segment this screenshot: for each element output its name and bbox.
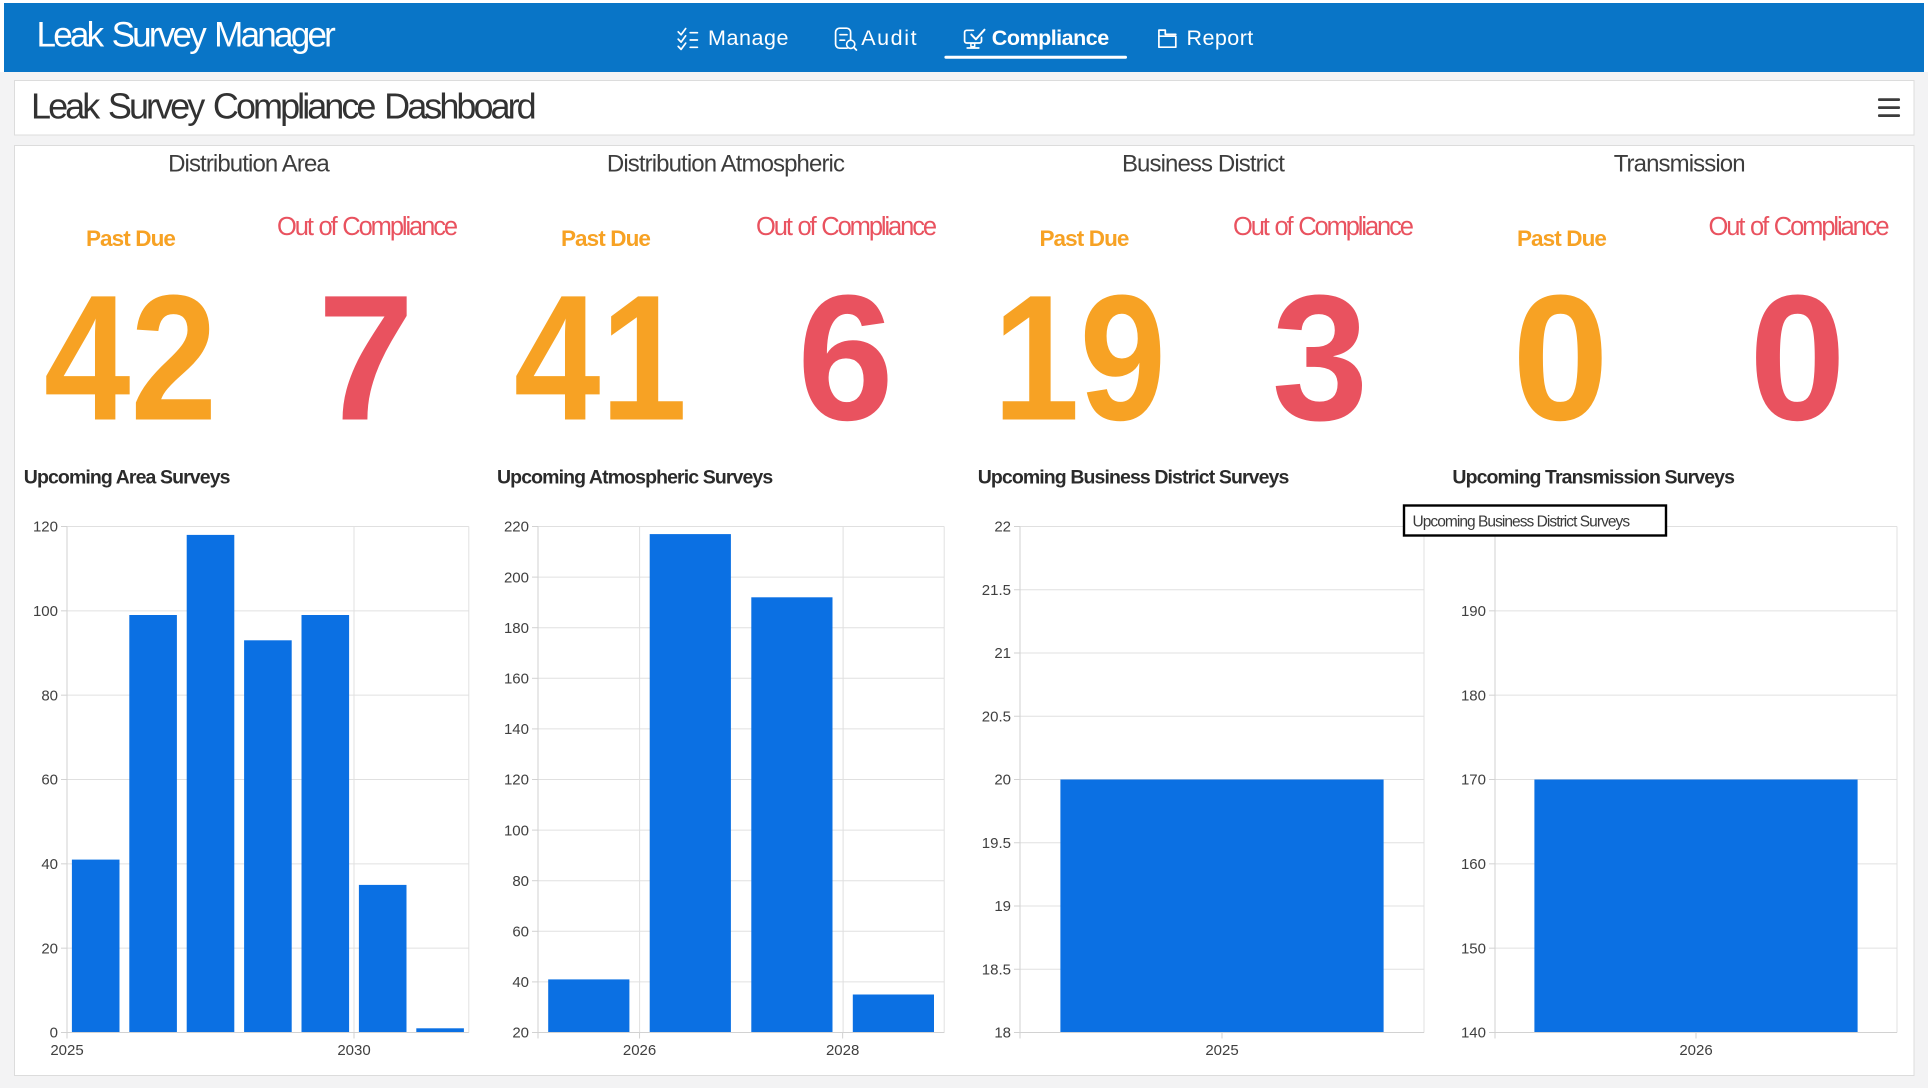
svg-text:Distribution Atmospheric: Distribution Atmospheric: [607, 151, 845, 178]
svg-text:180: 180: [1461, 687, 1486, 704]
svg-text:80: 80: [512, 873, 529, 890]
svg-text:2026: 2026: [623, 1042, 656, 1059]
svg-text:140: 140: [504, 721, 529, 738]
svg-text:18.5: 18.5: [982, 961, 1011, 978]
svg-text:7: 7: [318, 258, 415, 458]
svg-text:60: 60: [512, 924, 529, 941]
svg-text:180: 180: [504, 620, 529, 637]
svg-text:200: 200: [504, 569, 529, 586]
svg-text:160: 160: [1461, 856, 1486, 873]
svg-text:60: 60: [41, 772, 58, 789]
svg-text:20: 20: [41, 940, 58, 957]
svg-text:21.5: 21.5: [982, 582, 1011, 599]
svg-text:19: 19: [993, 257, 1166, 458]
svg-text:3: 3: [1272, 258, 1369, 458]
svg-text:Out of Compliance: Out of Compliance: [1233, 213, 1414, 241]
svg-text:120: 120: [33, 519, 58, 536]
svg-text:2030: 2030: [337, 1042, 370, 1059]
svg-text:0: 0: [50, 1025, 58, 1042]
svg-text:Upcoming Transmission Surveys: Upcoming Transmission Surveys: [1452, 467, 1735, 489]
svg-text:20.5: 20.5: [982, 708, 1011, 725]
svg-text:Business District: Business District: [1122, 151, 1285, 178]
svg-text:2026: 2026: [1679, 1042, 1712, 1059]
svg-text:Compliance: Compliance: [992, 26, 1109, 50]
svg-text:40: 40: [512, 974, 529, 991]
svg-text:20: 20: [512, 1025, 529, 1042]
svg-text:80: 80: [41, 687, 58, 704]
svg-text:Out of Compliance: Out of Compliance: [1709, 213, 1890, 241]
svg-text:Upcoming Business District Sur: Upcoming Business District Surveys: [978, 467, 1290, 489]
svg-text:160: 160: [504, 671, 529, 688]
svg-text:19: 19: [994, 898, 1011, 915]
svg-text:Leak Survey Manager: Leak Survey Manager: [37, 15, 337, 54]
svg-text:0: 0: [1512, 258, 1609, 458]
svg-text:100: 100: [504, 822, 529, 839]
svg-text:190: 190: [1461, 603, 1486, 620]
svg-text:42: 42: [44, 257, 217, 458]
svg-text:2025: 2025: [1205, 1042, 1238, 1059]
svg-text:6: 6: [797, 258, 894, 458]
svg-text:220: 220: [504, 519, 529, 536]
svg-text:2028: 2028: [826, 1042, 859, 1059]
svg-text:Out of Compliance: Out of Compliance: [277, 213, 458, 241]
svg-text:Past Due: Past Due: [1039, 226, 1128, 251]
svg-text:Upcoming Area Surveys: Upcoming Area Surveys: [24, 467, 231, 489]
svg-text:100: 100: [33, 603, 58, 620]
svg-text:Past Due: Past Due: [561, 226, 650, 251]
svg-text:Manage: Manage: [708, 26, 789, 50]
svg-text:41: 41: [514, 257, 687, 458]
svg-text:2025: 2025: [50, 1042, 83, 1059]
svg-text:Report: Report: [1187, 26, 1254, 50]
svg-text:Leak Survey Compliance Dashboa: Leak Survey Compliance Dashboard: [31, 86, 535, 127]
svg-text:Distribution Area: Distribution Area: [168, 151, 330, 178]
svg-text:Past Due: Past Due: [86, 226, 175, 251]
svg-text:170: 170: [1461, 772, 1486, 789]
svg-text:40: 40: [41, 856, 58, 873]
svg-text:Upcoming Atmospheric Surveys: Upcoming Atmospheric Surveys: [497, 467, 773, 489]
svg-text:22: 22: [994, 519, 1011, 536]
svg-text:18: 18: [994, 1025, 1011, 1042]
svg-text:Transmission: Transmission: [1614, 151, 1745, 178]
svg-text:Audit: Audit: [861, 26, 918, 50]
svg-text:21: 21: [994, 645, 1011, 662]
svg-text:140: 140: [1461, 1025, 1486, 1042]
svg-text:150: 150: [1461, 940, 1486, 957]
svg-text:19.5: 19.5: [982, 835, 1011, 852]
svg-text:Past Due: Past Due: [1517, 226, 1606, 251]
svg-text:Out of Compliance: Out of Compliance: [756, 213, 937, 241]
svg-text:Upcoming Business District Sur: Upcoming Business District Surveys: [1413, 513, 1631, 530]
svg-text:0: 0: [1749, 258, 1846, 458]
svg-text:120: 120: [504, 772, 529, 789]
svg-text:20: 20: [994, 772, 1011, 789]
